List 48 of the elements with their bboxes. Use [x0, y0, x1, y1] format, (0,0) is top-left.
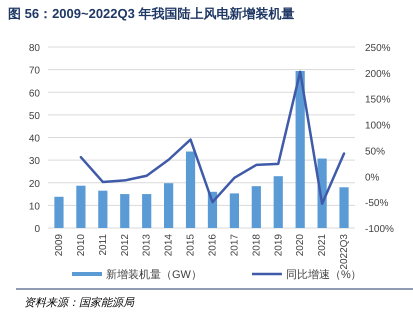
y-tick-label: 10	[28, 201, 40, 212]
x-tick-label: 2011	[98, 234, 109, 256]
bar	[186, 152, 196, 228]
bar	[54, 196, 64, 228]
y-tick-label: 0	[34, 224, 40, 235]
bar	[252, 186, 261, 228]
bar	[274, 176, 283, 228]
legend-label: 同比增速（%）	[286, 268, 362, 281]
y2-tick-label: -100%	[365, 224, 394, 235]
x-tick-label: 2021	[317, 234, 328, 256]
y-tick-label: 80	[28, 43, 40, 54]
y2-tick-label: 0%	[365, 172, 380, 184]
x-tick-label: 2015	[186, 234, 197, 256]
y-tick-label: 30	[28, 156, 40, 168]
x-tick-label: 2019	[273, 234, 284, 256]
x-tick-label: 2014	[164, 234, 175, 256]
bar	[98, 190, 108, 228]
x-tick-label: 2010	[76, 234, 87, 256]
y2-tick-label: 50%	[365, 146, 386, 158]
y2-tick-label: 200%	[365, 68, 391, 80]
chart-title: 图 56：2009~2022Q3 年我国陆上风电新增装机量	[8, 6, 294, 21]
x-tick-label: 2013	[142, 234, 153, 256]
line-series	[80, 70, 346, 205]
y2-tick-label: -50%	[365, 198, 388, 210]
x-tick-label: 2022Q3	[339, 234, 350, 270]
text: 资料来源：国家能源局	[24, 296, 135, 309]
bar	[339, 187, 349, 228]
x-tick-label: 2009	[54, 234, 65, 256]
y-tick-label: 20	[28, 178, 40, 190]
x-tick-label: 2020	[295, 234, 306, 256]
y2-tick-label: 250%	[365, 43, 391, 54]
x-tick-label: 2018	[251, 234, 262, 256]
y-tick-label: 50	[28, 110, 40, 122]
y-tick-label: 40	[28, 134, 40, 144]
bar	[120, 194, 130, 228]
y2-tick-label: 100%	[365, 120, 391, 132]
y-tick-label: 60	[28, 88, 40, 100]
x-tick-label: 2016	[207, 234, 218, 256]
y2-tick-label: 150%	[365, 94, 391, 106]
bar	[76, 186, 86, 228]
y-tick-label: 70	[28, 66, 40, 77]
legend-label: 新增装机量（GW）	[106, 268, 202, 281]
bar	[164, 183, 174, 228]
bar	[296, 70, 305, 228]
bar	[142, 194, 152, 228]
bar	[230, 193, 239, 228]
x-tick-label: 2017	[229, 234, 240, 256]
x-tick-label: 2012	[120, 234, 131, 256]
